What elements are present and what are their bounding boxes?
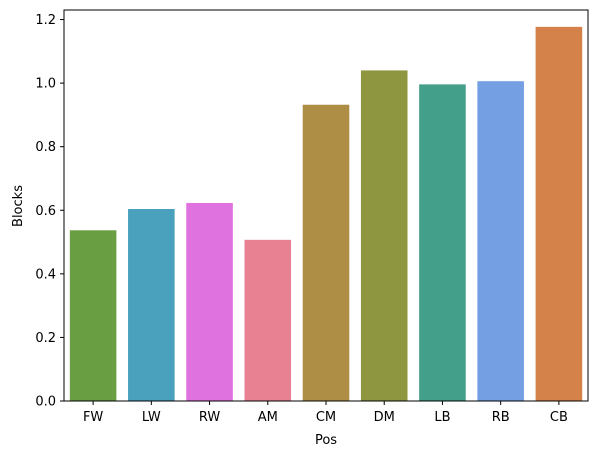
bar-fw: [69, 230, 117, 401]
bar-cb: [535, 26, 583, 402]
plot-frame: [63, 9, 589, 402]
bars-group: [69, 26, 583, 402]
x-tick-label-am: AM: [258, 410, 278, 425]
x-tick-label-dm: DM: [374, 410, 395, 425]
bar-lb: [419, 84, 466, 401]
x-tick-label-rw: RW: [199, 410, 221, 425]
x-tick-label-lw: LW: [142, 410, 161, 425]
x-tick-label-lb: LB: [434, 410, 450, 425]
y-axis: 0.0 0.2 0.4 0.6 0.8 1.0 1.2: [35, 13, 64, 410]
x-axis: FW LW RW AM CM DM LB RB CB: [83, 401, 568, 425]
bar-cm: [302, 104, 350, 402]
y-tick-label: 0.6: [35, 204, 56, 219]
bar-lw: [128, 208, 175, 401]
x-tick-label-cb: CB: [550, 410, 568, 425]
x-axis-label: Pos: [315, 433, 337, 448]
y-tick-label: 1.0: [35, 77, 56, 92]
y-tick-label: 0.0: [35, 395, 56, 410]
y-tick-label: 0.8: [35, 140, 56, 155]
x-tick-label-fw: FW: [83, 410, 103, 425]
x-tick-label-rb: RB: [492, 410, 510, 425]
y-tick-label: 0.2: [35, 331, 56, 346]
bar-dm: [360, 70, 408, 401]
y-axis-label: Blocks: [11, 185, 26, 227]
y-tick-label: 1.2: [35, 13, 56, 28]
y-tick-label: 0.4: [35, 267, 56, 282]
bar-rw: [186, 202, 233, 401]
bar-am: [244, 239, 292, 401]
bar-rb: [477, 81, 524, 401]
x-tick-label-cm: CM: [316, 410, 336, 425]
